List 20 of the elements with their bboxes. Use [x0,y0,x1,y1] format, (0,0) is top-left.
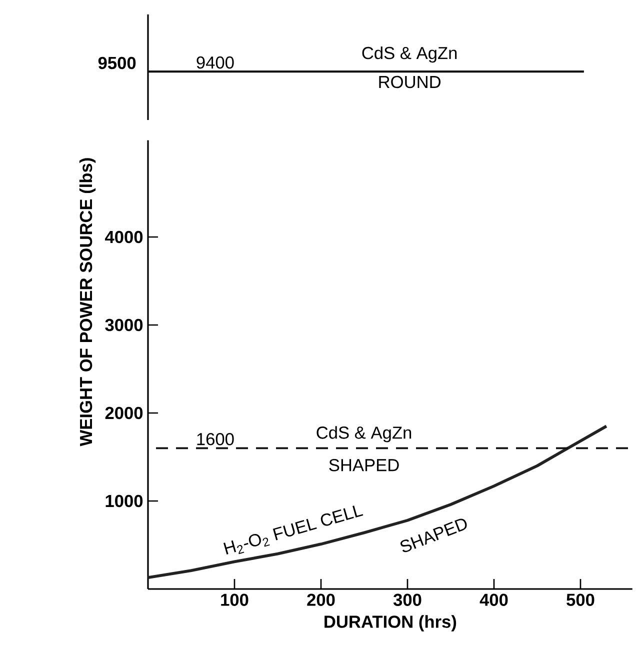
annotation: CdS & AgZn [316,426,412,442]
x-axis-title: DURATION (hrs) [324,615,456,632]
x-tick-label: 100 [221,594,248,606]
y-tick-label: 2000 [105,406,143,420]
y-tick-label: 3000 [105,318,143,332]
text: CdS & AgZn [362,46,457,63]
line-series [146,424,608,580]
annotation: SHAPED [329,458,399,472]
text: ROUND [379,76,441,88]
y-axis-title: WEIGHT OF POWER SOURCE (lbs) [79,158,96,446]
x-tick-label: 500 [566,594,594,606]
x-tick-label: 400 [480,594,508,606]
ref-line-label: 1600 [197,432,234,446]
text: 9500 [98,56,136,70]
annotation: H$_{2}$-O$_{2}$ FUEL CELL [223,506,364,554]
data-label: 9400 [196,56,234,69]
y-tick-label: 4000 [105,230,143,244]
y-tick-label: 1000 [106,494,143,508]
x-tick-label: 300 [393,594,422,606]
x-tick-label: 200 [307,594,335,606]
